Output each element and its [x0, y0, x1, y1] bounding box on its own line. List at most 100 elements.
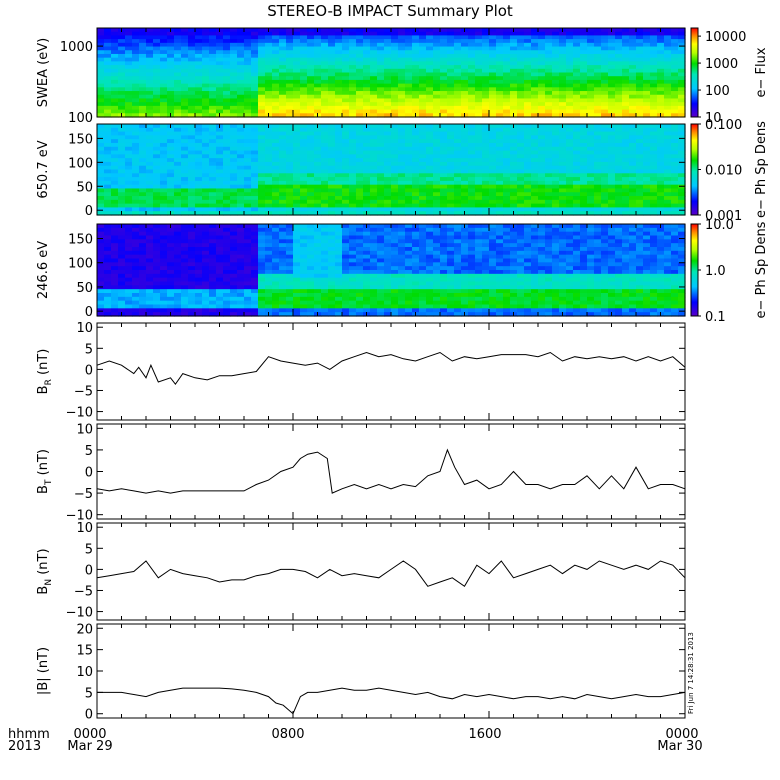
- heatmap-cell: [608, 42, 616, 48]
- heatmap-cell: [202, 199, 210, 205]
- colorbar-tick-label: 0.010: [705, 164, 742, 179]
- heatmap-cell: [314, 146, 322, 152]
- heatmap-cell: [531, 184, 539, 190]
- heatmap-cell: [230, 139, 238, 144]
- heatmap-cell: [671, 211, 679, 216]
- heatmap-cell: [188, 76, 196, 81]
- heatmap-cell: [433, 50, 441, 55]
- heatmap-cell: [223, 262, 231, 267]
- heatmap-cell: [671, 91, 679, 96]
- heatmap-cell: [300, 270, 308, 275]
- heatmap-cell: [125, 196, 133, 201]
- heatmap-cell: [363, 61, 371, 66]
- heatmap-cell: [384, 173, 392, 178]
- heatmap-cell: [307, 161, 315, 167]
- heatmap-cell: [153, 161, 161, 167]
- heatmap-cell: [370, 68, 378, 74]
- heatmap-cell: [153, 131, 161, 136]
- heatmap-cell: [167, 102, 175, 107]
- heatmap-cell: [524, 158, 532, 163]
- heatmap-cell: [286, 68, 294, 74]
- heatmap-cell: [468, 131, 476, 136]
- heatmap-cell: [643, 196, 651, 201]
- heatmap-cell: [636, 87, 644, 92]
- heatmap-cell: [664, 79, 672, 85]
- heatmap-cell: [615, 87, 623, 92]
- heatmap-cell: [258, 196, 266, 201]
- heatmap-cell: [454, 203, 462, 209]
- heatmap-cell: [531, 42, 539, 48]
- heatmap-cell: [265, 277, 273, 283]
- heatmap-cell: [468, 105, 476, 111]
- heatmap-cell: [594, 158, 602, 163]
- heatmap-cell: [258, 270, 266, 275]
- heatmap-cell: [489, 91, 497, 96]
- heatmap-cell: [440, 124, 448, 129]
- heatmap-cell: [615, 150, 623, 155]
- heatmap-cell: [370, 72, 378, 77]
- heatmap-cell: [237, 262, 245, 267]
- heatmap-cell: [286, 94, 294, 100]
- heatmap-cell: [286, 50, 294, 55]
- heatmap-cell: [230, 312, 238, 317]
- heatmap-cell: [223, 277, 231, 283]
- heatmap-cell: [412, 158, 420, 163]
- heatmap-cell: [475, 199, 483, 205]
- heatmap-cell: [384, 150, 392, 155]
- heatmap-cell: [251, 273, 259, 279]
- heatmap-cell: [398, 102, 406, 107]
- heatmap-cell: [517, 57, 525, 62]
- heatmap-cell: [356, 65, 364, 70]
- heatmap-cell: [398, 83, 406, 88]
- heatmap-cell: [545, 46, 553, 51]
- heatmap-cell: [104, 231, 112, 237]
- heatmap-cell: [216, 169, 224, 174]
- heatmap-cell: [188, 28, 196, 33]
- heatmap-cell: [125, 135, 133, 140]
- heatmap-cell: [153, 91, 161, 96]
- heatmap-cell: [167, 127, 175, 133]
- heatmap-cell: [118, 31, 126, 37]
- heatmap-cell: [321, 68, 329, 74]
- heatmap-cell: [237, 281, 245, 286]
- heatmap-cell: [678, 50, 686, 55]
- heatmap-cell: [587, 169, 595, 174]
- heatmap-cell: [538, 124, 546, 129]
- heatmap-cell: [265, 87, 273, 92]
- heatmap-cell: [139, 50, 147, 55]
- heatmap-cell: [580, 131, 588, 136]
- heatmap-cell: [335, 154, 343, 159]
- heatmap-cell: [370, 127, 378, 133]
- heatmap-cell: [237, 76, 245, 81]
- heatmap-cell: [300, 50, 308, 55]
- heatmap-cell: [643, 169, 651, 174]
- heatmap-cell: [230, 304, 238, 309]
- heatmap-cell: [580, 150, 588, 155]
- heatmap-cell: [132, 109, 140, 114]
- heatmap-cell: [300, 91, 308, 96]
- heatmap-cell: [391, 113, 399, 118]
- heatmap-cell: [538, 199, 546, 205]
- heatmap-cell: [363, 35, 371, 40]
- heatmap-cell: [342, 76, 350, 81]
- heatmap-cell: [496, 124, 504, 129]
- heatmap-cell: [125, 289, 133, 294]
- heatmap-cell: [265, 281, 273, 286]
- heatmap-cell: [489, 113, 497, 118]
- heatmap-cell: [377, 173, 385, 178]
- heatmap-cell: [335, 196, 343, 201]
- heatmap-cell: [622, 165, 630, 171]
- heatmap-cell: [531, 177, 539, 182]
- heatmap-cell: [405, 146, 413, 152]
- heatmap-cell: [209, 308, 217, 313]
- heatmap-cell: [223, 312, 231, 317]
- heatmap-cell: [475, 76, 483, 81]
- heatmap-cell: [118, 262, 126, 267]
- heatmap-cell: [209, 184, 217, 190]
- heatmap-cell: [300, 98, 308, 103]
- heatmap-cell: [517, 169, 525, 174]
- heatmap-cell: [167, 293, 175, 298]
- heatmap-cell: [447, 61, 455, 66]
- heatmap-cell: [111, 158, 119, 163]
- heatmap-cell: [594, 177, 602, 182]
